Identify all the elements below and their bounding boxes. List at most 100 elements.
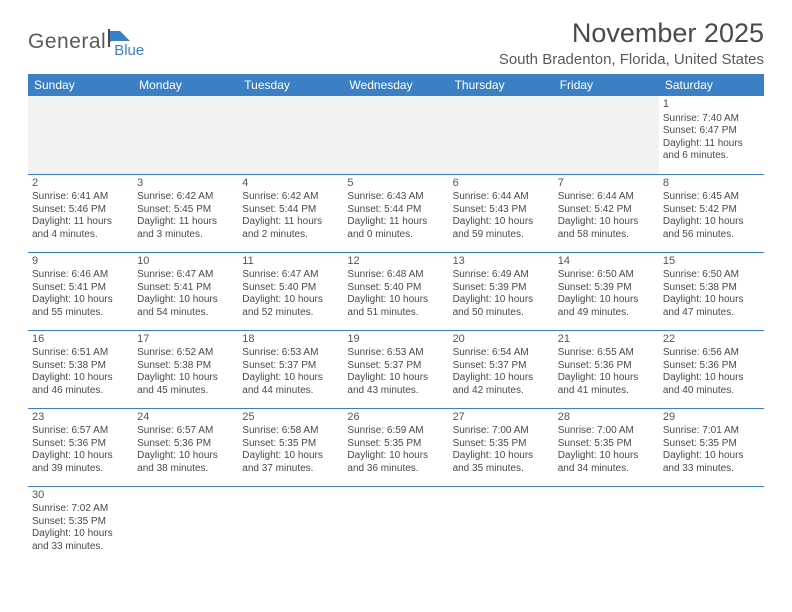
day-info-line: Sunrise: 6:51 AM	[32, 347, 129, 360]
day-info-line: and 39 minutes.	[32, 463, 129, 476]
calendar-empty	[343, 96, 448, 174]
day-info-line: Sunset: 5:38 PM	[137, 360, 234, 373]
calendar-day: 28Sunrise: 7:00 AMSunset: 5:35 PMDayligh…	[554, 408, 659, 486]
day-info-line: Daylight: 10 hours	[663, 294, 760, 307]
day-number: 16	[32, 333, 129, 347]
day-info-line: Daylight: 10 hours	[137, 294, 234, 307]
day-number: 15	[663, 255, 760, 269]
calendar-day: 27Sunrise: 7:00 AMSunset: 5:35 PMDayligh…	[449, 408, 554, 486]
day-info-line: Sunrise: 7:01 AM	[663, 425, 760, 438]
day-info-line: and 50 minutes.	[453, 307, 550, 320]
day-info-line: Daylight: 10 hours	[453, 372, 550, 385]
day-number: 21	[558, 333, 655, 347]
day-number: 25	[242, 411, 339, 425]
day-info-line: Sunset: 5:39 PM	[558, 282, 655, 295]
day-info-line: Sunrise: 6:56 AM	[663, 347, 760, 360]
day-info-line: Daylight: 10 hours	[32, 294, 129, 307]
day-header: Tuesday	[238, 74, 343, 96]
day-info-line: Sunrise: 6:59 AM	[347, 425, 444, 438]
month-title: November 2025	[499, 18, 764, 49]
day-info-line: and 34 minutes.	[558, 463, 655, 476]
day-info-line: Sunset: 5:39 PM	[453, 282, 550, 295]
day-info-line: and 33 minutes.	[32, 541, 129, 554]
day-info-line: Sunset: 5:40 PM	[347, 282, 444, 295]
day-number: 10	[137, 255, 234, 269]
calendar-day: 4Sunrise: 6:42 AMSunset: 5:44 PMDaylight…	[238, 174, 343, 252]
calendar-day: 3Sunrise: 6:42 AMSunset: 5:45 PMDaylight…	[133, 174, 238, 252]
day-number: 24	[137, 411, 234, 425]
day-header: Monday	[133, 74, 238, 96]
day-info-line: Sunset: 5:36 PM	[558, 360, 655, 373]
day-info-line: and 46 minutes.	[32, 385, 129, 398]
day-info-line: Sunset: 5:42 PM	[558, 204, 655, 217]
calendar-day: 19Sunrise: 6:53 AMSunset: 5:37 PMDayligh…	[343, 330, 448, 408]
day-info-line: Sunrise: 6:53 AM	[242, 347, 339, 360]
calendar-week: 9Sunrise: 6:46 AMSunset: 5:41 PMDaylight…	[28, 252, 764, 330]
day-info-line: Sunrise: 6:50 AM	[558, 269, 655, 282]
calendar-day: 23Sunrise: 6:57 AMSunset: 5:36 PMDayligh…	[28, 408, 133, 486]
calendar-empty	[554, 486, 659, 564]
day-info-line: Daylight: 10 hours	[558, 216, 655, 229]
calendar-week: 23Sunrise: 6:57 AMSunset: 5:36 PMDayligh…	[28, 408, 764, 486]
day-info-line: and 42 minutes.	[453, 385, 550, 398]
day-info-line: and 45 minutes.	[137, 385, 234, 398]
calendar-empty	[28, 96, 133, 174]
logo-text-blue: Blue	[114, 42, 144, 59]
day-info-line: and 37 minutes.	[242, 463, 339, 476]
calendar-empty	[238, 96, 343, 174]
calendar-day: 30Sunrise: 7:02 AMSunset: 5:35 PMDayligh…	[28, 486, 133, 564]
calendar-week: 16Sunrise: 6:51 AMSunset: 5:38 PMDayligh…	[28, 330, 764, 408]
day-header: Sunday	[28, 74, 133, 96]
calendar-day: 26Sunrise: 6:59 AMSunset: 5:35 PMDayligh…	[343, 408, 448, 486]
day-number: 2	[32, 177, 129, 191]
day-info-line: Daylight: 10 hours	[32, 450, 129, 463]
calendar-empty	[133, 486, 238, 564]
day-info-line: Sunset: 5:41 PM	[137, 282, 234, 295]
calendar-day: 16Sunrise: 6:51 AMSunset: 5:38 PMDayligh…	[28, 330, 133, 408]
day-info-line: Sunset: 5:35 PM	[663, 438, 760, 451]
day-info-line: Daylight: 10 hours	[663, 216, 760, 229]
day-number: 12	[347, 255, 444, 269]
calendar-day: 29Sunrise: 7:01 AMSunset: 5:35 PMDayligh…	[659, 408, 764, 486]
day-info-line: Daylight: 10 hours	[242, 450, 339, 463]
day-number: 14	[558, 255, 655, 269]
day-info-line: and 52 minutes.	[242, 307, 339, 320]
logo-text-general: General	[28, 30, 106, 54]
day-number: 20	[453, 333, 550, 347]
day-info-line: Sunset: 5:38 PM	[32, 360, 129, 373]
day-header: Friday	[554, 74, 659, 96]
calendar-day: 11Sunrise: 6:47 AMSunset: 5:40 PMDayligh…	[238, 252, 343, 330]
day-info-line: Sunrise: 6:57 AM	[137, 425, 234, 438]
day-info-line: Sunrise: 6:57 AM	[32, 425, 129, 438]
day-number: 1	[663, 98, 760, 112]
day-number: 27	[453, 411, 550, 425]
title-block: November 2025 South Bradenton, Florida, …	[499, 18, 764, 68]
day-info-line: and 6 minutes.	[663, 150, 760, 163]
day-info-line: Sunrise: 6:49 AM	[453, 269, 550, 282]
day-info-line: and 36 minutes.	[347, 463, 444, 476]
day-info-line: Sunset: 5:41 PM	[32, 282, 129, 295]
day-info-line: Sunrise: 6:47 AM	[242, 269, 339, 282]
day-info-line: and 44 minutes.	[242, 385, 339, 398]
day-header-row: SundayMondayTuesdayWednesdayThursdayFrid…	[28, 74, 764, 96]
calendar-day: 1Sunrise: 7:40 AMSunset: 6:47 PMDaylight…	[659, 96, 764, 174]
day-info-line: Daylight: 10 hours	[453, 450, 550, 463]
calendar-day: 24Sunrise: 6:57 AMSunset: 5:36 PMDayligh…	[133, 408, 238, 486]
day-info-line: and 58 minutes.	[558, 229, 655, 242]
day-info-line: and 59 minutes.	[453, 229, 550, 242]
day-info-line: Sunrise: 7:00 AM	[453, 425, 550, 438]
day-info-line: and 56 minutes.	[663, 229, 760, 242]
day-info-line: Sunset: 5:46 PM	[32, 204, 129, 217]
day-number: 13	[453, 255, 550, 269]
day-info-line: and 47 minutes.	[663, 307, 760, 320]
day-info-line: Daylight: 10 hours	[347, 372, 444, 385]
day-info-line: and 55 minutes.	[32, 307, 129, 320]
day-info-line: Daylight: 11 hours	[663, 138, 760, 151]
day-info-line: Sunrise: 7:02 AM	[32, 503, 129, 516]
day-info-line: Daylight: 10 hours	[242, 294, 339, 307]
calendar-day: 21Sunrise: 6:55 AMSunset: 5:36 PMDayligh…	[554, 330, 659, 408]
day-info-line: Sunrise: 6:42 AM	[242, 191, 339, 204]
day-info-line: and 0 minutes.	[347, 229, 444, 242]
calendar-week: 1Sunrise: 7:40 AMSunset: 6:47 PMDaylight…	[28, 96, 764, 174]
calendar-day: 22Sunrise: 6:56 AMSunset: 5:36 PMDayligh…	[659, 330, 764, 408]
